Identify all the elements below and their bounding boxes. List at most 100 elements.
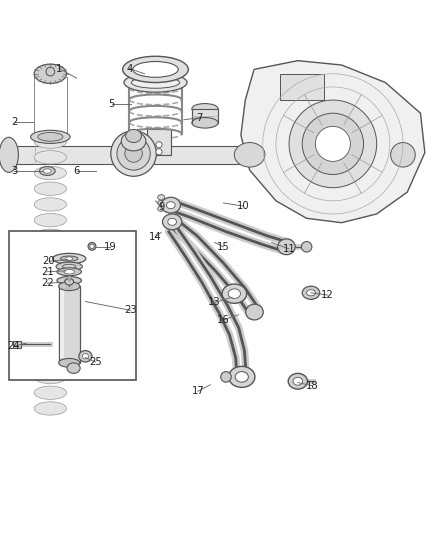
- Ellipse shape: [228, 289, 240, 298]
- Ellipse shape: [278, 239, 295, 255]
- Ellipse shape: [34, 229, 67, 243]
- Ellipse shape: [121, 132, 146, 151]
- Ellipse shape: [192, 118, 218, 128]
- Ellipse shape: [156, 142, 162, 148]
- Text: 16: 16: [217, 315, 230, 325]
- Ellipse shape: [168, 219, 177, 225]
- Ellipse shape: [158, 206, 165, 211]
- Ellipse shape: [34, 198, 67, 211]
- Ellipse shape: [34, 261, 67, 274]
- Ellipse shape: [34, 151, 67, 164]
- Ellipse shape: [67, 363, 80, 374]
- Ellipse shape: [65, 279, 74, 282]
- Bar: [280, 74, 324, 100]
- Ellipse shape: [166, 201, 175, 209]
- Bar: [60, 288, 64, 359]
- Bar: [147, 128, 171, 155]
- Bar: [192, 109, 218, 123]
- Ellipse shape: [124, 73, 187, 92]
- Ellipse shape: [315, 126, 350, 161]
- Ellipse shape: [34, 292, 67, 305]
- Ellipse shape: [79, 351, 92, 362]
- Ellipse shape: [161, 197, 180, 213]
- Ellipse shape: [59, 282, 80, 290]
- Ellipse shape: [64, 270, 74, 274]
- Ellipse shape: [38, 133, 63, 141]
- Ellipse shape: [234, 142, 265, 167]
- Ellipse shape: [301, 241, 312, 252]
- Ellipse shape: [34, 402, 67, 415]
- Ellipse shape: [66, 257, 73, 260]
- Ellipse shape: [131, 77, 180, 88]
- Ellipse shape: [34, 245, 67, 258]
- Ellipse shape: [34, 339, 67, 352]
- Ellipse shape: [302, 113, 364, 174]
- Ellipse shape: [39, 167, 55, 175]
- Ellipse shape: [88, 243, 96, 251]
- Text: 22: 22: [41, 278, 54, 288]
- Ellipse shape: [158, 200, 165, 206]
- Ellipse shape: [302, 286, 320, 300]
- Text: 13: 13: [208, 297, 221, 308]
- Text: 6: 6: [74, 166, 80, 176]
- Bar: [0, 146, 258, 164]
- Text: 19: 19: [104, 242, 117, 252]
- Ellipse shape: [192, 103, 218, 114]
- Text: 5: 5: [109, 100, 115, 109]
- Ellipse shape: [235, 372, 248, 382]
- Ellipse shape: [31, 130, 70, 143]
- Ellipse shape: [63, 264, 76, 269]
- Text: 7: 7: [196, 112, 202, 123]
- Ellipse shape: [222, 284, 247, 303]
- Ellipse shape: [34, 64, 67, 84]
- Ellipse shape: [59, 359, 80, 367]
- Ellipse shape: [307, 290, 315, 296]
- Text: 21: 21: [41, 266, 54, 277]
- Ellipse shape: [34, 166, 67, 180]
- Text: 9: 9: [158, 203, 164, 212]
- Ellipse shape: [34, 386, 67, 399]
- Ellipse shape: [158, 195, 165, 200]
- Ellipse shape: [133, 61, 178, 77]
- Ellipse shape: [34, 308, 67, 321]
- Text: 14: 14: [149, 232, 162, 242]
- Text: 2: 2: [11, 117, 17, 127]
- Ellipse shape: [34, 276, 67, 289]
- Ellipse shape: [34, 213, 67, 227]
- Ellipse shape: [156, 149, 162, 155]
- Text: 18: 18: [306, 381, 318, 391]
- Ellipse shape: [56, 262, 82, 271]
- Ellipse shape: [43, 169, 51, 173]
- Ellipse shape: [246, 304, 263, 320]
- Bar: [9, 231, 136, 381]
- Text: 12: 12: [321, 290, 334, 300]
- Ellipse shape: [60, 256, 78, 261]
- Bar: [59, 286, 80, 363]
- Ellipse shape: [0, 138, 18, 172]
- Ellipse shape: [34, 370, 67, 384]
- Bar: [13, 341, 21, 348]
- Text: 24: 24: [8, 341, 20, 351]
- Text: 3: 3: [11, 166, 17, 176]
- Ellipse shape: [53, 253, 86, 264]
- Ellipse shape: [34, 135, 67, 148]
- Ellipse shape: [46, 67, 55, 76]
- Text: 10: 10: [237, 201, 249, 211]
- Ellipse shape: [57, 277, 81, 285]
- Ellipse shape: [289, 100, 377, 188]
- Text: 25: 25: [89, 357, 102, 367]
- Text: 20: 20: [43, 256, 55, 266]
- Text: 1: 1: [56, 63, 62, 74]
- Text: 23: 23: [124, 305, 137, 316]
- Text: 4: 4: [126, 63, 132, 74]
- PathPatch shape: [241, 61, 425, 223]
- Ellipse shape: [90, 244, 94, 248]
- Ellipse shape: [34, 324, 67, 337]
- Ellipse shape: [123, 56, 188, 83]
- Ellipse shape: [293, 377, 303, 385]
- Ellipse shape: [57, 268, 81, 276]
- Text: 17: 17: [191, 386, 205, 397]
- Ellipse shape: [288, 374, 307, 389]
- Ellipse shape: [117, 137, 150, 170]
- Ellipse shape: [391, 142, 415, 167]
